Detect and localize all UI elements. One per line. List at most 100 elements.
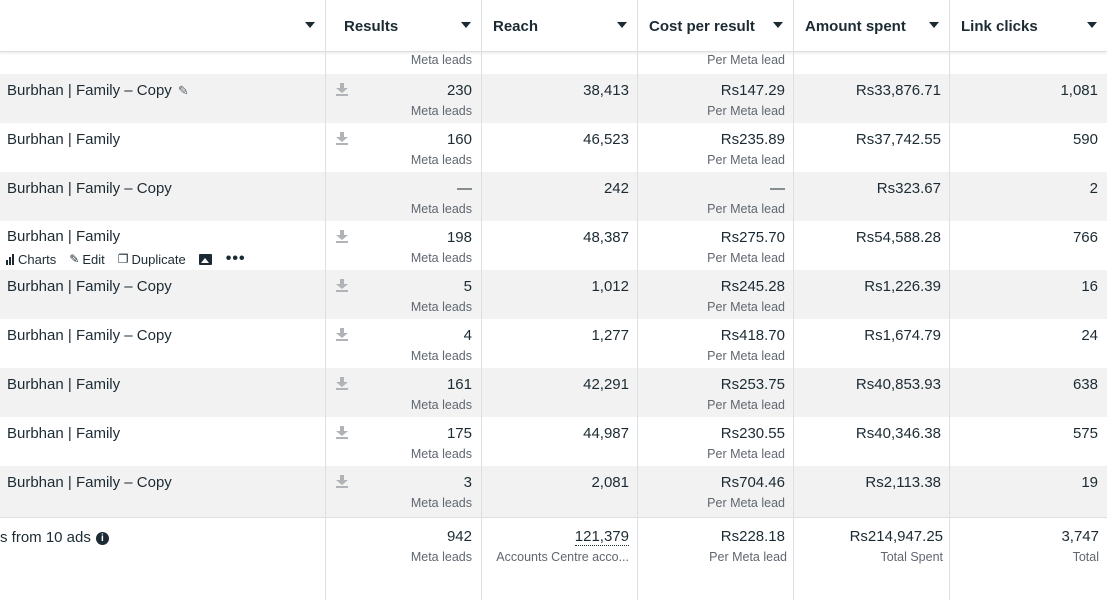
results-sub-label: Meta leads bbox=[410, 202, 472, 216]
ad-name[interactable]: Burbhan | Family – Copy bbox=[7, 474, 172, 491]
cost-value: Rs418.70 bbox=[720, 327, 785, 344]
spent-value: Rs54,588.28 bbox=[855, 229, 941, 246]
cost-value: Rs253.75 bbox=[720, 376, 785, 393]
results-value: 198 bbox=[446, 229, 472, 246]
duplicate-label: Duplicate bbox=[131, 251, 186, 267]
download-icon[interactable] bbox=[336, 377, 348, 390]
duplicate-button[interactable]: ❐ Duplicate bbox=[118, 252, 186, 267]
reach-value: 1,277 bbox=[591, 327, 629, 344]
results-value: 175 bbox=[446, 425, 472, 442]
edit-button[interactable]: ✎ Edit bbox=[69, 252, 104, 267]
chevron-down-icon[interactable] bbox=[929, 22, 939, 28]
spent-value: Rs323.67 bbox=[876, 180, 941, 197]
download-icon[interactable] bbox=[336, 132, 348, 145]
totals-row: s from 10 ads i 942 Meta leads 121,379 Ac… bbox=[0, 517, 1107, 600]
preview-image-icon[interactable] bbox=[198, 253, 212, 265]
table-row[interactable]: Burbhan | Family – Copy 5 Meta leads 1,0… bbox=[0, 270, 1107, 319]
more-options-icon[interactable]: ••• bbox=[225, 250, 246, 267]
table-row[interactable]: Burbhan | Family – Copy ✎ 230 Meta leads … bbox=[0, 74, 1107, 123]
cost-sub-label: Per Meta lead bbox=[707, 496, 785, 510]
total-reach-value[interactable]: 121,379 bbox=[574, 528, 629, 546]
cost-value: — bbox=[770, 180, 785, 197]
table-row[interactable]: Burbhan | Family 161 Meta leads 42,291 R… bbox=[0, 368, 1107, 417]
total-reach-sub: Accounts Centre acco... bbox=[496, 550, 629, 564]
download-icon[interactable] bbox=[336, 230, 348, 243]
clicks-value: 575 bbox=[1072, 425, 1098, 442]
column-header-reach[interactable]: Reach bbox=[481, 0, 637, 52]
column-divider[interactable] bbox=[949, 0, 950, 600]
info-icon[interactable]: i bbox=[95, 532, 109, 545]
results-sub-label: Meta leads bbox=[410, 447, 472, 461]
spent-value: Rs40,853.93 bbox=[855, 376, 941, 393]
cost-sub-label: Per Meta lead bbox=[707, 251, 785, 265]
table-row[interactable]: Burbhan | Family – Copy — Meta leads 242… bbox=[0, 172, 1107, 221]
column-divider[interactable] bbox=[793, 0, 794, 600]
cost-sub-label: Per Meta lead bbox=[707, 202, 785, 216]
reach-value: 38,413 bbox=[583, 82, 629, 99]
chevron-down-icon[interactable] bbox=[461, 22, 471, 28]
clicks-value: 24 bbox=[1081, 327, 1098, 344]
cost-value: Rs235.89 bbox=[720, 131, 785, 148]
column-divider[interactable] bbox=[481, 0, 482, 600]
column-header-results[interactable]: Results bbox=[325, 0, 481, 52]
column-header-cost-per-result[interactable]: Cost per result bbox=[637, 0, 793, 52]
download-icon[interactable] bbox=[336, 426, 348, 439]
ad-name[interactable]: Burbhan | Family bbox=[7, 228, 121, 245]
cost-sub-label: Per Meta lead bbox=[707, 53, 785, 67]
clicks-value: 590 bbox=[1072, 131, 1098, 148]
ad-name[interactable]: Burbhan | Family – Copy bbox=[7, 278, 172, 295]
clicks-value: 766 bbox=[1072, 229, 1098, 246]
table-row-partial: Meta leads Per Meta lead bbox=[0, 52, 1107, 74]
ad-name[interactable]: Burbhan | Family – Copy bbox=[7, 327, 172, 344]
cost-value: Rs275.70 bbox=[720, 229, 785, 246]
table-row[interactable]: Burbhan | Family 175 Meta leads 44,987 R… bbox=[0, 417, 1107, 466]
results-sub-label: Meta leads bbox=[410, 153, 472, 167]
pencil-icon[interactable]: ✎ bbox=[177, 83, 189, 98]
ad-name[interactable]: Burbhan | Family – Copy ✎ bbox=[7, 82, 189, 99]
column-header-amount-spent[interactable]: Amount spent bbox=[793, 0, 949, 52]
column-divider[interactable] bbox=[637, 0, 638, 600]
column-header-link-clicks[interactable]: Link clicks bbox=[949, 0, 1107, 52]
chevron-down-icon[interactable] bbox=[1087, 22, 1097, 28]
column-divider[interactable] bbox=[325, 0, 326, 600]
spent-value: Rs37,742.55 bbox=[855, 131, 941, 148]
column-results-label: Results bbox=[344, 17, 399, 35]
ad-name[interactable]: Burbhan | Family bbox=[7, 425, 121, 442]
table-row[interactable]: Burbhan | Family 160 Meta leads 46,523 R… bbox=[0, 123, 1107, 172]
charts-button[interactable]: Charts bbox=[6, 252, 56, 267]
download-icon[interactable] bbox=[336, 83, 348, 96]
table-row[interactable]: Burbhan | Family – Copy 4 Meta leads 1,2… bbox=[0, 319, 1107, 368]
ad-name[interactable]: Burbhan | Family – Copy bbox=[7, 180, 172, 197]
cost-sub-label: Per Meta lead bbox=[707, 398, 785, 412]
table-row[interactable]: Burbhan | Family – Copy 3 Meta leads 2,0… bbox=[0, 466, 1107, 517]
chevron-down-icon[interactable] bbox=[773, 22, 783, 28]
download-icon[interactable] bbox=[336, 475, 348, 488]
reach-value: 2,081 bbox=[591, 474, 629, 491]
results-value: 3 bbox=[463, 474, 472, 491]
results-sub-label: Meta leads bbox=[410, 496, 472, 510]
column-spent-label: Amount spent bbox=[805, 17, 906, 35]
chevron-down-icon[interactable] bbox=[305, 22, 315, 28]
spent-value: Rs1,674.79 bbox=[864, 327, 941, 344]
cost-value: Rs147.29 bbox=[720, 82, 785, 99]
ad-name[interactable]: Burbhan | Family bbox=[7, 376, 121, 393]
download-icon[interactable] bbox=[336, 328, 348, 341]
results-sub-label: Meta leads bbox=[410, 300, 472, 314]
reach-value: 44,987 bbox=[583, 425, 629, 442]
ad-name[interactable]: Burbhan | Family bbox=[7, 131, 121, 148]
results-sub-label: Meta leads bbox=[410, 251, 472, 265]
total-clicks-sub: Total bbox=[1072, 550, 1099, 564]
results-value: 5 bbox=[463, 278, 472, 295]
clicks-value: 638 bbox=[1072, 376, 1098, 393]
cost-sub-label: Per Meta lead bbox=[707, 153, 785, 167]
results-value: 160 bbox=[446, 131, 472, 148]
total-spent-sub: Total Spent bbox=[880, 550, 943, 564]
table-row-hovered[interactable]: Burbhan | Family Charts ✎ Edit ❐ Duplica… bbox=[0, 221, 1107, 270]
cost-value: Rs230.55 bbox=[720, 425, 785, 442]
column-header-name[interactable] bbox=[0, 0, 325, 52]
chevron-down-icon[interactable] bbox=[617, 22, 627, 28]
total-results-sub: Meta leads bbox=[410, 550, 472, 564]
cost-value: Rs704.46 bbox=[720, 474, 785, 491]
total-cost-value: Rs228.18 bbox=[720, 528, 785, 545]
download-icon[interactable] bbox=[336, 279, 348, 292]
